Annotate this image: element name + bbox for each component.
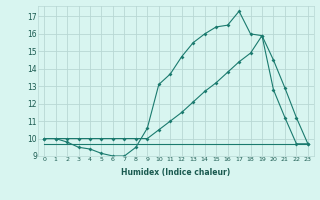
X-axis label: Humidex (Indice chaleur): Humidex (Indice chaleur) <box>121 168 231 177</box>
